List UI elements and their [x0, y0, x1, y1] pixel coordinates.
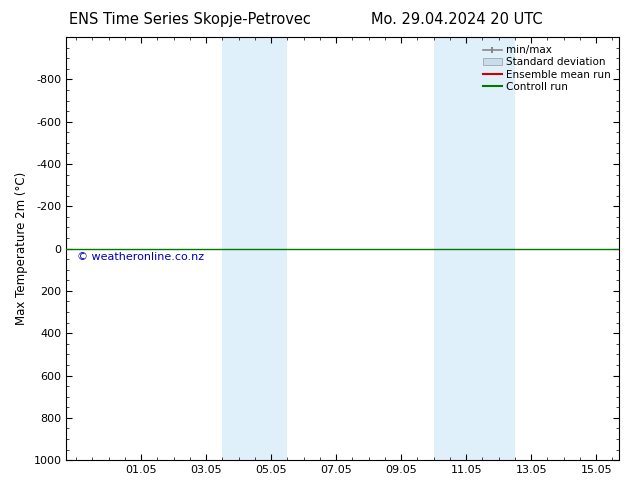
Legend: min/max, Standard deviation, Ensemble mean run, Controll run: min/max, Standard deviation, Ensemble me…	[480, 42, 614, 95]
Text: ENS Time Series Skopje-Petrovec: ENS Time Series Skopje-Petrovec	[69, 12, 311, 27]
Bar	[434, 37, 466, 460]
Text: © weatheronline.co.nz: © weatheronline.co.nz	[77, 251, 205, 262]
Bar	[255, 37, 287, 460]
Y-axis label: Max Temperature 2m (°C): Max Temperature 2m (°C)	[15, 172, 28, 325]
Bar	[466, 37, 515, 460]
Text: Mo. 29.04.2024 20 UTC: Mo. 29.04.2024 20 UTC	[371, 12, 542, 27]
Bar	[223, 37, 255, 460]
